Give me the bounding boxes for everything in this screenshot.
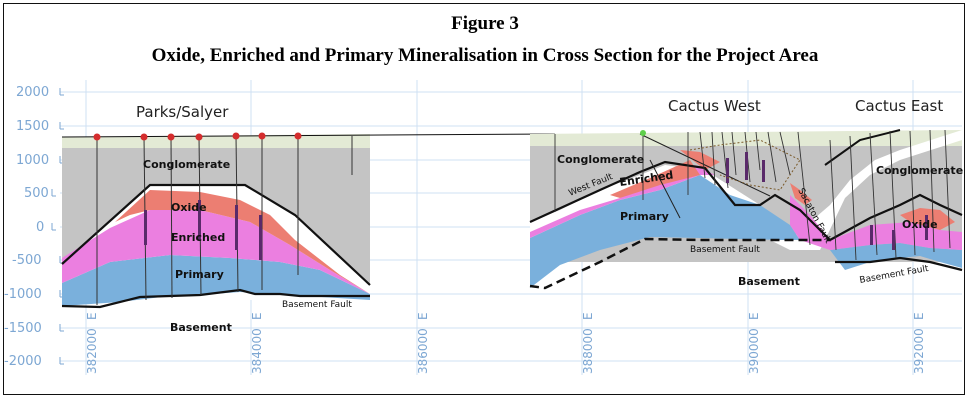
x-tick: 390000 (747, 328, 761, 374)
unit-primary: Primary (620, 210, 669, 223)
y-tick: 500 (24, 186, 49, 201)
x-tick: 384000 (250, 328, 264, 374)
cactus-section (529, 129, 963, 290)
x-tick-suffix: E (747, 312, 761, 320)
x-tick: 382000 (85, 328, 99, 374)
x-axis: 382000 E 384000 E 386000 E 388000 E 3900… (85, 312, 926, 374)
fault-basement-west: Basement Fault (690, 245, 760, 255)
x-tick-suffix: E (581, 312, 595, 320)
x-tick: 388000 (581, 328, 595, 374)
unit-conglomerate: Conglomerate (143, 158, 230, 171)
unit-conglomerate: Conglomerate (557, 153, 644, 166)
area-cactus-west: Cactus West (668, 97, 761, 115)
y-axis: 2000 1500 1000 500 0 -500 -1000 -1500 -2… (4, 85, 64, 369)
fault-basement-parks: Basement Fault (282, 300, 352, 310)
unit-oxide: Oxide (171, 201, 207, 214)
unit-basement: Basement (170, 321, 232, 334)
x-tick-suffix: E (85, 312, 99, 320)
area-cactus-east: Cactus East (855, 97, 943, 115)
unit-enriched: Enriched (171, 231, 225, 244)
y-tick: 0 (36, 220, 44, 235)
y-tick: 1500 (16, 119, 49, 134)
grid (60, 80, 962, 375)
y-tick: -2000 (4, 354, 42, 369)
y-tick: 2000 (16, 85, 49, 100)
x-tick: 386000 (416, 328, 430, 374)
figure-subtitle: Oxide, Enriched and Primary Mineralisati… (151, 45, 819, 66)
fault-basement-east: Basement Fault (859, 264, 930, 286)
y-tick: -1500 (4, 321, 42, 336)
unit-oxide: Oxide (902, 218, 938, 231)
x-tick-suffix: E (250, 312, 264, 320)
area-parks: Parks/Salyer (136, 103, 229, 121)
x-tick-suffix: E (912, 312, 926, 320)
x-tick: 392000 (912, 328, 926, 374)
unit-primary: Primary (175, 268, 224, 281)
x-tick-suffix: E (416, 312, 430, 320)
parks-section (61, 132, 556, 309)
figure-title: Figure 3 (451, 13, 519, 34)
y-tick: -1000 (4, 287, 42, 302)
unit-conglomerate: Conglomerate (876, 164, 963, 177)
y-tick: -500 (12, 253, 42, 268)
figure-frame (3, 3, 965, 395)
unit-basement: Basement (738, 275, 800, 288)
y-tick: 1000 (16, 153, 49, 168)
